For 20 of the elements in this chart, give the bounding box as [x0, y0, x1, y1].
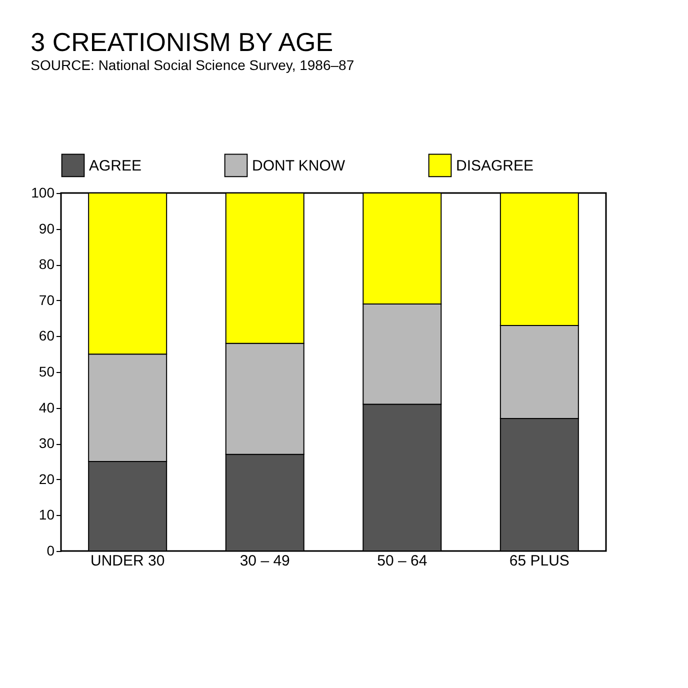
- legend-label: AGREE: [89, 157, 142, 174]
- legend-label: DISAGREE: [456, 157, 534, 174]
- chart-title: 3 CREATIONISM BY AGE: [30, 27, 334, 57]
- y-tick-label: 80: [38, 256, 55, 272]
- y-tick-label: 30: [38, 435, 55, 452]
- y-tick-label: 20: [38, 470, 55, 487]
- y-tick-label: 70: [38, 292, 55, 308]
- y-tick-label: 60: [38, 328, 55, 344]
- x-tick-label: UNDER 30: [90, 552, 165, 570]
- y-tick-label: 50: [38, 364, 55, 380]
- y-tick-label: 0: [46, 542, 55, 558]
- chart-subtitle: SOURCE: National Social Science Survey, 1986–87: [30, 57, 354, 73]
- legend-label: DONT KNOW: [252, 157, 346, 174]
- y-tick-label: 100: [31, 184, 55, 200]
- y-tick-label: 40: [38, 399, 55, 416]
- y-tick-label: 10: [38, 506, 55, 523]
- y-tick-label: 90: [38, 220, 55, 236]
- x-tick-label: 30 – 49: [240, 552, 290, 570]
- x-tick-label: 65 PLUS: [509, 552, 570, 570]
- x-tick-label: 50 – 64: [377, 552, 428, 570]
